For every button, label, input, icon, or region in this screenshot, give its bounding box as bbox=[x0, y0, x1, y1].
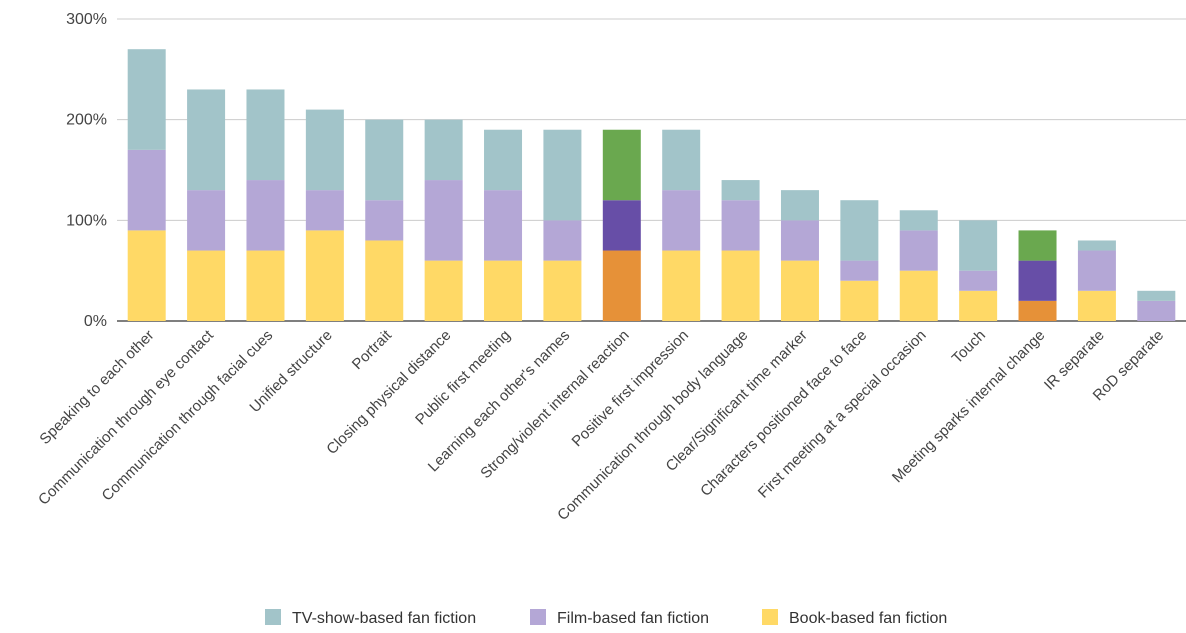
bar-segment bbox=[1077, 240, 1116, 251]
bar-segment bbox=[721, 200, 760, 251]
bar-segment bbox=[1018, 230, 1057, 261]
y-tick-label: 0% bbox=[84, 313, 107, 330]
bar-segment bbox=[246, 180, 285, 251]
bar-segment bbox=[127, 149, 166, 231]
legend-swatch bbox=[530, 609, 546, 625]
legend-label: Book-based fan fiction bbox=[789, 610, 947, 627]
bar-segment bbox=[543, 220, 582, 261]
bar-segment bbox=[305, 109, 344, 191]
bar-segment bbox=[127, 49, 166, 150]
x-category-label: Speaking to each other bbox=[36, 327, 157, 448]
bar-segment bbox=[424, 260, 463, 321]
bar-segment bbox=[662, 129, 701, 191]
legend-swatch bbox=[762, 609, 778, 625]
bar-segment bbox=[662, 190, 701, 251]
y-tick-label: 100% bbox=[66, 212, 107, 229]
bar-segment bbox=[899, 210, 938, 231]
bar-segment bbox=[899, 230, 938, 271]
bar-segment bbox=[959, 290, 998, 321]
bar-segment bbox=[1077, 250, 1116, 291]
bar-segment bbox=[365, 240, 404, 321]
gridlines bbox=[117, 18, 1186, 322]
bar-segment bbox=[365, 119, 404, 201]
x-category-label: Positive first impression bbox=[569, 327, 692, 450]
bar-segment bbox=[602, 129, 641, 201]
bar-segment bbox=[484, 260, 523, 321]
y-tick-label: 300% bbox=[66, 11, 107, 28]
bar-segment bbox=[662, 250, 701, 321]
bar-segment bbox=[780, 220, 819, 261]
bar-segment bbox=[187, 190, 226, 251]
bar-segment bbox=[246, 250, 285, 321]
bar-segment bbox=[840, 280, 879, 321]
bar-segment bbox=[305, 230, 344, 321]
bar-segment bbox=[187, 89, 226, 191]
bar-segment bbox=[1137, 290, 1176, 301]
bar-segment bbox=[127, 230, 166, 321]
bar-segment bbox=[780, 190, 819, 221]
bar-segment bbox=[959, 220, 998, 271]
bar-segment bbox=[840, 260, 879, 281]
bar-segment bbox=[484, 129, 523, 191]
bar-segment bbox=[305, 190, 344, 231]
bar-segment bbox=[899, 270, 938, 321]
bar-segment bbox=[543, 260, 582, 321]
bar-segment bbox=[602, 200, 641, 251]
y-tick-label: 200% bbox=[66, 112, 107, 129]
bar-segment bbox=[543, 129, 582, 221]
x-category-label: Closing physical distance bbox=[323, 327, 454, 458]
legend: TV-show-based fan fiction Film-based fan … bbox=[265, 609, 947, 627]
bar-segment bbox=[1018, 260, 1057, 301]
bar-segment bbox=[780, 260, 819, 321]
bar-segment bbox=[1018, 300, 1057, 321]
bar-segment bbox=[246, 89, 285, 181]
bar-segment bbox=[484, 190, 523, 261]
legend-label: TV-show-based fan fiction bbox=[292, 610, 476, 627]
bar-segment bbox=[424, 180, 463, 261]
bar-segment bbox=[365, 200, 404, 241]
bar-segment bbox=[721, 180, 760, 201]
y-axis-ticks: 0% 100% 200% 300% bbox=[66, 11, 107, 330]
bars bbox=[127, 49, 1176, 321]
bar-segment bbox=[1077, 290, 1116, 321]
bar-segment bbox=[602, 250, 641, 321]
legend-swatch bbox=[265, 609, 281, 625]
bar-segment bbox=[721, 250, 760, 321]
bar-segment bbox=[1137, 300, 1176, 321]
x-category-label: Touch bbox=[949, 327, 989, 367]
bar-segment bbox=[187, 250, 226, 321]
bar-segment bbox=[840, 200, 879, 261]
legend-label: Film-based fan fiction bbox=[557, 610, 709, 627]
bar-segment bbox=[959, 270, 998, 291]
x-category-label: Portrait bbox=[349, 326, 396, 373]
bar-segment bbox=[424, 119, 463, 181]
